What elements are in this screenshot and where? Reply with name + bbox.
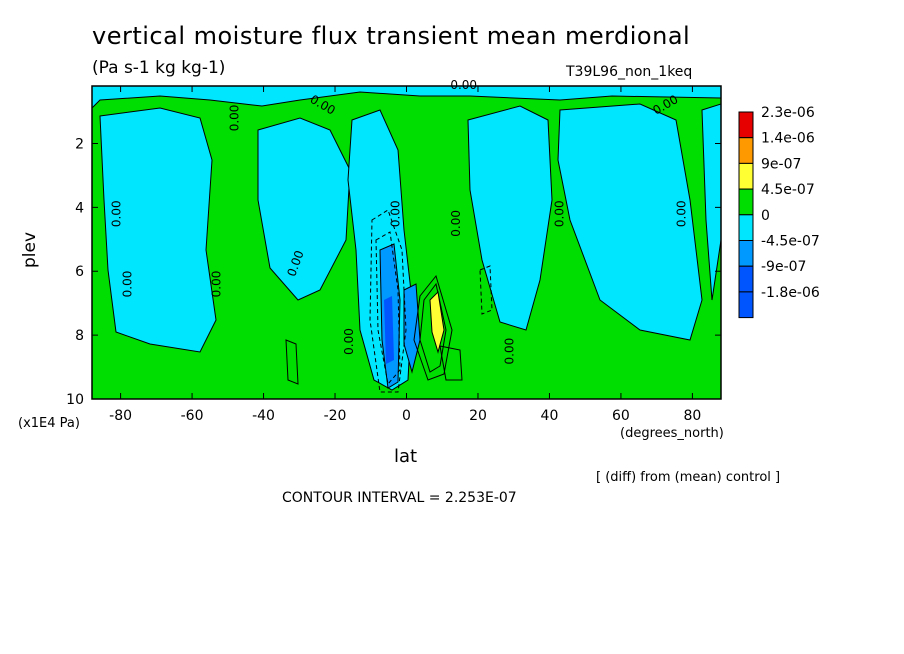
legend-label: 1.4e-06 xyxy=(761,131,815,147)
chart-units: (Pa s-1 kg kg-1) xyxy=(92,58,226,78)
contour-label: 0.00 xyxy=(120,271,134,298)
contour-label: 0.00 xyxy=(450,78,477,92)
legend-swatch xyxy=(738,240,754,267)
field-cyan-nh xyxy=(467,105,553,331)
legend-swatch xyxy=(738,214,754,242)
x-ticks: -80 -60 -40 -20 0 20 40 60 80 xyxy=(109,86,701,424)
contour-label: 0.00 xyxy=(210,271,224,298)
legend-label: 4.5e-07 xyxy=(761,182,815,198)
colorbar-legend: 2.3e-06 1.4e-06 9e-07 4.5e-07 0 -4.5e-07 -9e-0… xyxy=(738,105,820,319)
y-tick-label: 6 xyxy=(75,264,84,280)
legend-swatch xyxy=(738,111,754,139)
x-tick-label: 60 xyxy=(612,408,630,424)
chart-title: vertical moisture flux transient mean me… xyxy=(92,22,691,50)
contour-label: 0.00 xyxy=(388,200,402,227)
x-tick-label: -80 xyxy=(109,408,132,424)
legend-swatch xyxy=(738,265,754,293)
legend-label: 0 xyxy=(761,208,770,224)
legend-swatch xyxy=(738,162,754,190)
field-cyan-midsh xyxy=(257,117,351,301)
y-tick-label: 4 xyxy=(75,200,84,216)
field-cyan-pole xyxy=(701,103,721,301)
x-tick-label: 80 xyxy=(683,408,701,424)
legend-swatch xyxy=(738,188,754,216)
legend-label: -9e-07 xyxy=(761,259,806,275)
positive-contours xyxy=(285,274,463,385)
x-tick-label: 0 xyxy=(402,408,411,424)
diff-note: [ (diff) from (mean) control ] xyxy=(596,470,781,485)
x-tick-label: -40 xyxy=(252,408,275,424)
contour-interval: CONTOUR INTERVAL = 2.253E-07 xyxy=(282,490,517,506)
contour-label: 0.00 xyxy=(228,105,242,132)
field-blue-core xyxy=(384,296,394,364)
x-axis-unit: (degrees_north) xyxy=(620,426,724,441)
run-label: T39L96_non_1keq xyxy=(566,64,693,80)
x-tick-label: -20 xyxy=(324,408,347,424)
contour-label: 0.00 xyxy=(449,210,463,237)
field-cyan-sh xyxy=(99,107,217,353)
x-axis-label: lat xyxy=(394,446,418,467)
y-tick-label: 2 xyxy=(75,136,84,152)
x-tick-label: -60 xyxy=(181,408,204,424)
contour-label: 0.00 xyxy=(674,200,688,227)
contour-field xyxy=(92,86,721,399)
contour-label: 0.00 xyxy=(110,200,124,227)
legend-label: 9e-07 xyxy=(761,156,801,172)
contour-label: 0.00 xyxy=(503,338,517,365)
negative-contours xyxy=(369,209,493,393)
x-tick-label: 20 xyxy=(469,408,487,424)
field-yellow-max xyxy=(429,290,445,354)
legend-label: 2.3e-06 xyxy=(761,105,815,121)
contour-label: 0.00 xyxy=(553,200,567,227)
legend-label: -4.5e-07 xyxy=(761,234,820,250)
y-ticks: 2 4 6 8 10 xyxy=(66,136,721,408)
legend-swatch xyxy=(738,137,754,164)
contour-label: 0.00 xyxy=(342,328,356,355)
field-blue-2 xyxy=(403,283,421,374)
legend-label: -1.8e-06 xyxy=(761,285,820,301)
legend-swatch xyxy=(738,291,754,319)
field-cyan-top xyxy=(92,86,721,109)
field-cyan-nh-high xyxy=(557,103,703,341)
y-tick-label: 8 xyxy=(75,328,84,344)
y-tick-label: 10 xyxy=(66,392,84,408)
y-axis-unit: (x1E4 Pa) xyxy=(18,416,80,431)
x-tick-label: 40 xyxy=(541,408,559,424)
